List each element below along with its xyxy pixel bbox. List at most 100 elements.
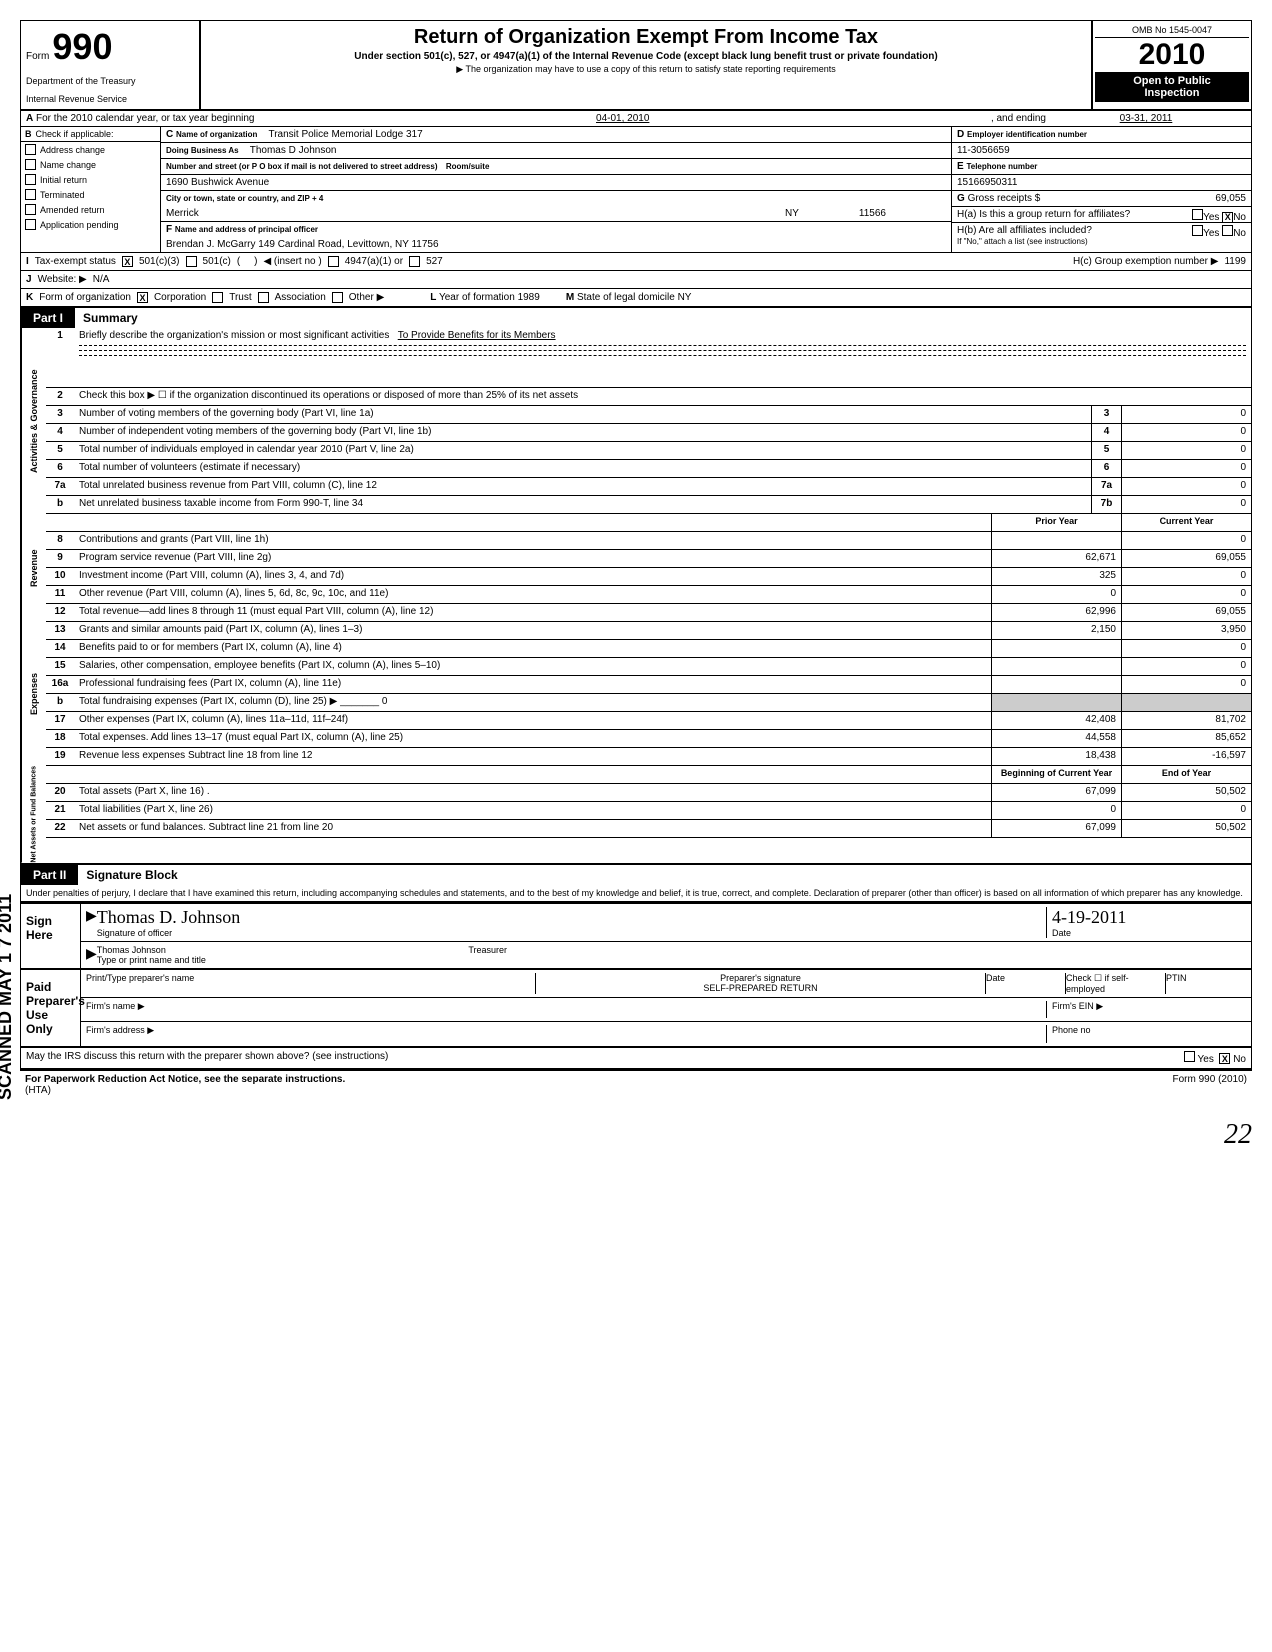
box-3: 3 xyxy=(1091,406,1121,423)
addr-value-line: 1690 Bushwick Avenue xyxy=(161,175,951,191)
curr-9: 69,055 xyxy=(1121,550,1251,567)
middle-info: C Name of organization Transit Police Me… xyxy=(161,127,951,252)
no-label2: No xyxy=(1233,228,1246,239)
line-19: 19 Revenue less expenses Subtract line 1… xyxy=(46,748,1251,766)
line-17: 17 Other expenses (Part IX, column (A), … xyxy=(46,712,1251,730)
officer-signature: Thomas D. Johnson xyxy=(97,907,241,927)
checkbox-amended[interactable] xyxy=(25,204,36,215)
receipts-label: Gross receipts $ xyxy=(968,193,1041,204)
prior-18: 44,558 xyxy=(991,730,1121,747)
subtitle: Under section 501(c), 527, or 4947(a)(1)… xyxy=(206,51,1086,62)
netassets-header-row: Beginning of Current Year End of Year xyxy=(46,766,1251,784)
footer: For Paperwork Reduction Act Notice, see … xyxy=(20,1071,1252,1099)
row-k: K Form of organization XCorporation Trus… xyxy=(21,289,1251,308)
label-m: M xyxy=(566,292,574,303)
date-label: Date xyxy=(1052,928,1071,938)
line-num-16b: b xyxy=(46,694,74,711)
line-num-5: 5 xyxy=(46,442,74,459)
check-applicable-label: Check if applicable: xyxy=(36,129,114,139)
line-desc-6: Total number of volunteers (estimate if … xyxy=(74,460,1091,477)
opt-4947: 4947(a)(1) or xyxy=(345,256,403,267)
h4b-yes[interactable] xyxy=(1192,225,1203,236)
line-18: 18 Total expenses. Add lines 13–17 (must… xyxy=(46,730,1251,748)
end-21: 0 xyxy=(1121,802,1251,819)
curr-12: 69,055 xyxy=(1121,604,1251,621)
prep-sig-cell: Preparer's signature SELF-PREPARED RETUR… xyxy=(536,973,986,994)
form-org-label: Form of organization xyxy=(39,292,131,303)
part2-header: Part II Signature Block xyxy=(21,863,1251,885)
label-d: D xyxy=(957,129,964,140)
year-prefix: 20 xyxy=(1139,38,1172,71)
expenses-group: Expenses 13 Grants and similar amounts p… xyxy=(21,622,1251,766)
line-desc-10: Investment income (Part VIII, column (A)… xyxy=(74,568,991,585)
check-pending: Application pending xyxy=(40,220,119,230)
h4a-yes[interactable] xyxy=(1192,209,1203,220)
line-num-16a: 16a xyxy=(46,676,74,693)
h4b-no[interactable] xyxy=(1222,225,1233,236)
line-4: 4 Number of independent voting members o… xyxy=(46,424,1251,442)
line-9: 9 Program service revenue (Part VIII, li… xyxy=(46,550,1251,568)
sig-name-cell: Thomas Johnson Treasurer Type or print n… xyxy=(97,945,1246,965)
checkbox-name[interactable] xyxy=(25,159,36,170)
page-initials: 22 xyxy=(20,1119,1252,1151)
check-corp[interactable]: X xyxy=(137,292,148,303)
part2-title: Signature Block xyxy=(78,865,185,885)
arrow-icon: ▶ xyxy=(86,907,97,938)
check-501c[interactable] xyxy=(186,256,197,267)
public-line1: Open to Public xyxy=(1098,75,1246,87)
check-other[interactable] xyxy=(332,292,343,303)
check-501c3[interactable]: X xyxy=(122,256,133,267)
year-box: OMB No 1545-0047 2010 Open to Public Ins… xyxy=(1091,21,1251,109)
val-5: 0 xyxy=(1121,442,1251,459)
check-assoc[interactable] xyxy=(258,292,269,303)
officer-label-line: F Name and address of principal officer xyxy=(161,222,951,237)
firm-addr-label: Firm's address ▶ xyxy=(86,1025,1046,1043)
checkbox-pending[interactable] xyxy=(25,219,36,230)
no-label: No xyxy=(1233,212,1246,223)
discuss-yes[interactable] xyxy=(1184,1051,1195,1062)
checkbox-terminated[interactable] xyxy=(25,189,36,200)
end-20: 50,502 xyxy=(1121,784,1251,801)
part1-label: Part I xyxy=(21,308,75,328)
activities-group: Activities & Governance 1 Briefly descri… xyxy=(21,328,1251,514)
receipts: 69,055 xyxy=(1215,193,1246,204)
label-i: I xyxy=(26,256,29,267)
prior-14 xyxy=(991,640,1121,657)
opt-assoc: Association xyxy=(275,292,326,303)
line-num-10: 10 xyxy=(46,568,74,585)
check-4947[interactable] xyxy=(328,256,339,267)
checkbox-address[interactable] xyxy=(25,144,36,155)
ptin-label: PTIN xyxy=(1166,973,1246,994)
begin-21: 0 xyxy=(991,802,1121,819)
checkbox-initial[interactable] xyxy=(25,174,36,185)
form-number-box: Form 990 Department of the Treasury Inte… xyxy=(21,21,201,109)
paperwork-notice: For Paperwork Reduction Act Notice, see … xyxy=(25,1074,345,1085)
dept-irs: Internal Revenue Service xyxy=(26,94,194,104)
check-527[interactable] xyxy=(409,256,420,267)
line-7a: 7a Total unrelated business revenue from… xyxy=(46,478,1251,496)
line-num-12: 12 xyxy=(46,604,74,621)
line-num-4: 4 xyxy=(46,424,74,441)
prep-name-label: Print/Type preparer's name xyxy=(86,973,536,994)
h4c: H(c) Group exemption number ▶ xyxy=(1073,256,1219,267)
part2-label: Part II xyxy=(21,865,78,885)
line-num-9: 9 xyxy=(46,550,74,567)
line-2: 2 Check this box ▶ ☐ if the organization… xyxy=(46,388,1251,406)
omb-number: OMB No 1545-0047 xyxy=(1095,23,1249,38)
line-desc-16b: Total fundraising expenses (Part IX, col… xyxy=(74,694,991,711)
check-trust[interactable] xyxy=(212,292,223,303)
open-public: Open to Public Inspection xyxy=(1095,72,1249,102)
firm-ein-label: Firm's EIN ▶ xyxy=(1046,1001,1246,1018)
prior-8 xyxy=(991,532,1121,549)
h4a-no[interactable]: X xyxy=(1222,212,1233,223)
label-a: A xyxy=(26,113,33,124)
ein-line: D Employer identification number xyxy=(952,127,1251,143)
org-name-line: C Name of organization Transit Police Me… xyxy=(161,127,951,143)
tax-year: 2010 xyxy=(1095,38,1249,72)
check-name: Name change xyxy=(40,160,96,170)
discuss-no[interactable]: X xyxy=(1219,1053,1230,1064)
prior-17: 42,408 xyxy=(991,712,1121,729)
sig-date-cell: 4-19-2011 Date xyxy=(1046,907,1246,938)
box-5: 5 xyxy=(1091,442,1121,459)
curr-18: 85,652 xyxy=(1121,730,1251,747)
